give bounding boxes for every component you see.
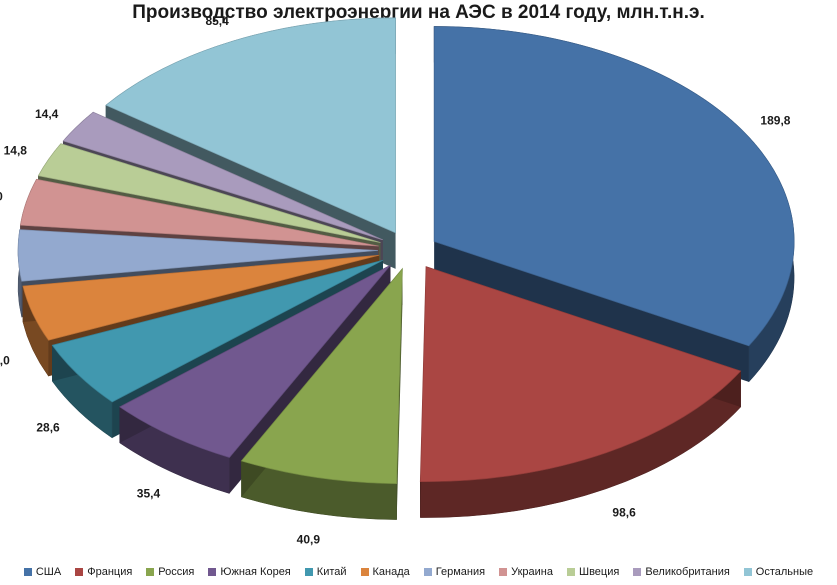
legend-item: Южная Корея <box>208 566 291 578</box>
chart-title: Производство электроэнергии на АЭС в 201… <box>132 2 705 23</box>
legend-label: США <box>35 566 62 578</box>
pie-chart: 189,898,640,935,428,624,022,020,014,814,… <box>0 14 795 547</box>
chart-legend: США Франция Россия Южная Корея Китай Канада Ге… <box>0 562 837 582</box>
legend-swatch <box>743 568 752 576</box>
data-label-1: 189,8 <box>760 114 790 128</box>
data-label-10: 14,4 <box>35 107 59 121</box>
pie-slice-cut <box>434 241 749 382</box>
legend-swatch <box>499 568 508 576</box>
pie-slice-3 <box>240 267 403 520</box>
legend-swatch <box>208 568 217 576</box>
data-label-4: 35,4 <box>137 487 161 501</box>
legend-item: Канада <box>360 566 410 578</box>
data-label-8: 20,0 <box>0 190 3 204</box>
pie-slice-top <box>19 178 379 247</box>
legend-swatch <box>23 568 32 576</box>
legend-label: Россия <box>158 566 195 578</box>
data-label-3: 40,9 <box>297 533 321 547</box>
legend-swatch <box>75 568 84 576</box>
pie-slice-top <box>62 111 383 241</box>
legend-item: Китай <box>304 566 347 578</box>
pie-slice-top <box>119 264 391 458</box>
legend-item: Швеция <box>566 566 620 578</box>
legend-item: Россия <box>146 566 194 578</box>
pie-slice-2 <box>419 266 742 518</box>
legend-swatch <box>423 568 432 576</box>
legend-swatch <box>633 568 642 576</box>
legend-item: Украина <box>499 566 553 578</box>
pie-slice-top <box>22 254 380 341</box>
legend-label: Великобритания <box>645 566 730 578</box>
legend-label: Украина <box>511 566 553 578</box>
legend-label: Остальные <box>755 566 814 578</box>
pie-slice-top <box>240 267 403 484</box>
legend-item: Франция <box>75 566 132 578</box>
legend-item: Великобритания <box>633 566 730 578</box>
legend-swatch <box>146 568 155 576</box>
pie-slice-top <box>433 26 795 347</box>
legend-item: Германия <box>423 566 486 578</box>
pie-slice-top <box>419 266 742 482</box>
data-label-9: 14,8 <box>4 143 28 157</box>
pie-slice-top <box>37 143 381 243</box>
legend-label: Швеция <box>578 566 620 578</box>
legend-item: США <box>23 566 62 578</box>
data-label-6: 24,0 <box>0 354 10 368</box>
data-label-5: 28,6 <box>36 421 60 435</box>
legend-label: Германия <box>435 566 486 578</box>
data-label-11: 85,4 <box>205 14 229 28</box>
legend-swatch <box>566 568 575 576</box>
pie-slice-top <box>105 17 396 234</box>
pie-slice-top <box>51 259 384 403</box>
pie-slice-1 <box>433 26 795 383</box>
legend-swatch <box>304 568 313 576</box>
legend-label: Канада <box>372 566 410 578</box>
legend-item: Остальные <box>743 566 814 578</box>
data-label-2: 98,6 <box>612 506 636 520</box>
pie-slice-top <box>17 229 379 282</box>
legend-label: Южная Корея <box>220 566 291 578</box>
legend-label: Франция <box>87 566 133 578</box>
legend-swatch <box>360 568 369 576</box>
legend-label: Китай <box>316 566 347 578</box>
